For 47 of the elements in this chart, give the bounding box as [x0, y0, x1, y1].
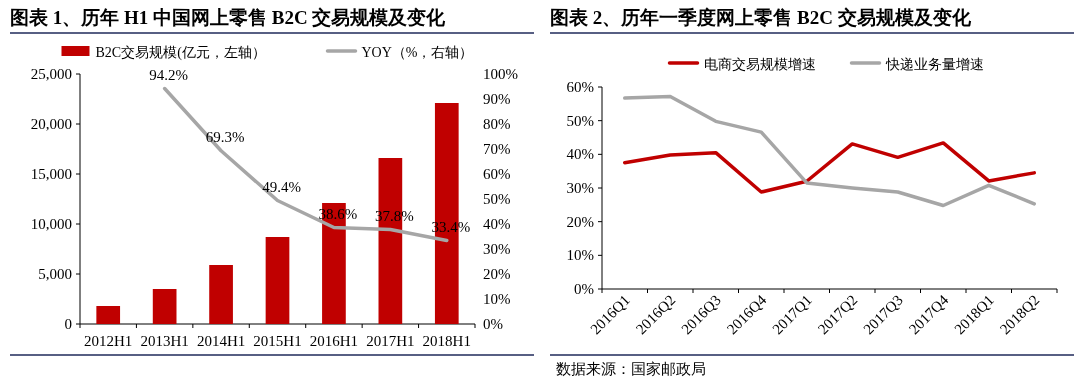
y2-tick-label: 0% [483, 316, 503, 332]
y-tick-label: 5,000 [38, 266, 72, 282]
bar [152, 289, 177, 324]
y2-tick-label: 40% [483, 216, 511, 232]
y-tick-label: 10% [566, 247, 594, 264]
legend-label: 快递业务量增速 [884, 57, 984, 72]
chart-title: 图表 2、历年一季度网上零售 B2C 交易规模及变化 [550, 7, 972, 28]
y-tick-label: 15,000 [30, 166, 72, 182]
y-tick-label: 60% [566, 79, 594, 95]
y2-tick-label: 30% [483, 241, 511, 257]
data-label: 69.3% [205, 128, 245, 145]
y-tick-label: 25,000 [30, 66, 72, 82]
data-label: 94.2% [149, 66, 189, 83]
y2-tick-label: 100% [483, 66, 518, 82]
source-note: 数据来源：国家邮政局 [556, 361, 706, 377]
y-tick-label: 20,000 [30, 116, 72, 132]
y2-tick-label: 10% [483, 291, 511, 307]
y2-tick-label: 90% [483, 91, 511, 107]
x-tick-label: 2013H1 [140, 333, 189, 349]
bar [265, 237, 290, 324]
bar [209, 265, 233, 324]
x-tick-label: 2018H1 [422, 333, 471, 349]
line-series [623, 141, 1036, 194]
x-tick-label: 2014H1 [196, 333, 246, 349]
line-series [623, 94, 1036, 208]
y2-tick-label: 20% [483, 266, 511, 282]
y-tick-label: 10,000 [30, 216, 72, 232]
y-tick-label: 50% [566, 112, 594, 129]
y-tick-label: 40% [566, 146, 594, 163]
chart-title: 图表 1、历年 H1 中国网上零售 B2C 交易规模及变化 [10, 7, 447, 28]
bar [96, 306, 121, 324]
x-tick-label: 2017H1 [366, 333, 415, 349]
x-tick-label: 2012H1 [84, 333, 133, 349]
legend-label: YOY（%，右轴） [361, 45, 474, 60]
y2-tick-label: 70% [483, 141, 511, 157]
legend-label: B2C交易规模(亿元，左轴） [95, 45, 266, 61]
y-tick-label: 20% [566, 213, 594, 230]
y2-tick-label: 60% [483, 166, 511, 182]
y-tick-label: 30% [566, 180, 594, 196]
y2-tick-label: 80% [483, 116, 511, 132]
x-tick-label: 2015H1 [253, 333, 302, 349]
x-tick-label: 2016H1 [309, 333, 359, 349]
y-tick-label: 0% [574, 281, 594, 297]
legend-label: 电商交易规模增速 [703, 57, 816, 72]
data-label: 49.4% [262, 178, 301, 195]
y-tick-label: 0 [64, 316, 72, 332]
y2-tick-label: 50% [483, 191, 511, 207]
